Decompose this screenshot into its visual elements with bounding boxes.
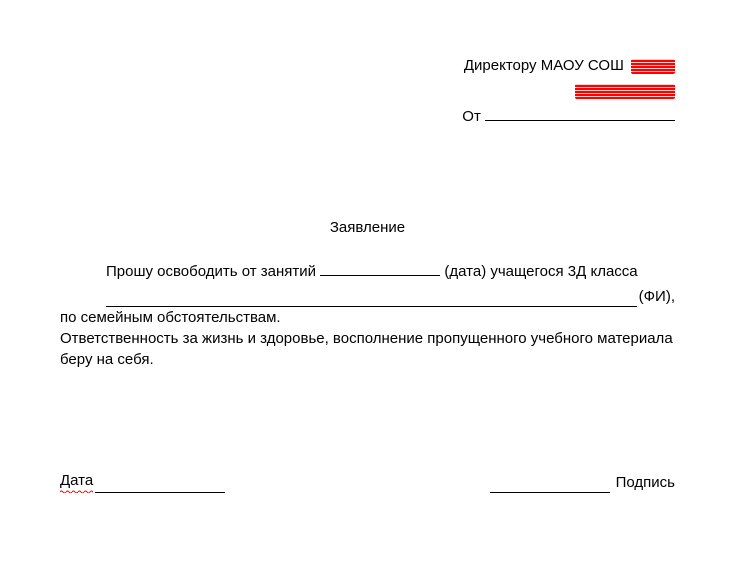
request-text-part1: Прошу освободить от занятий xyxy=(106,263,320,280)
document-title: Заявление xyxy=(330,219,405,236)
date-blank xyxy=(320,260,440,276)
from-label: От xyxy=(462,108,481,125)
from-blank-line xyxy=(485,105,675,121)
recipient-line: Директору МАОУ СОШ xyxy=(464,55,675,76)
date-label: Дата xyxy=(60,470,93,493)
signature-label: Подпись xyxy=(616,472,675,493)
recipient-line-2 xyxy=(60,78,675,99)
footer-signature: Подпись xyxy=(490,472,675,493)
application-form-page: Директору МАОУ СОШ От Заявление Прошу ос… xyxy=(0,0,735,561)
to-director-text: Директору МАОУ СОШ xyxy=(464,57,624,74)
fi-label: (ФИ), xyxy=(639,286,675,307)
reason-line: по семейным обстоятельствам. xyxy=(60,307,675,328)
date-blank-line xyxy=(95,477,225,493)
header-block: Директору МАОУ СОШ От xyxy=(60,55,675,127)
request-text-date-label: (дата) учащегося 3Д класса xyxy=(440,263,637,280)
student-name-blank xyxy=(106,288,637,307)
student-name-row: (ФИ), xyxy=(60,286,675,307)
body-block: Прошу освободить от занятий (дата) учаще… xyxy=(60,260,675,370)
redacted-school-number xyxy=(631,59,675,74)
footer-block: Дата Подпись xyxy=(60,470,675,493)
signature-blank-line xyxy=(490,477,610,493)
responsibility-line: Ответственность за жизнь и здоровье, вос… xyxy=(60,328,675,370)
footer-date: Дата xyxy=(60,470,229,493)
redacted-director-name xyxy=(575,84,675,99)
title-block: Заявление xyxy=(60,217,675,238)
request-line: Прошу освободить от занятий (дата) учаще… xyxy=(60,260,675,282)
from-line: От xyxy=(60,105,675,127)
